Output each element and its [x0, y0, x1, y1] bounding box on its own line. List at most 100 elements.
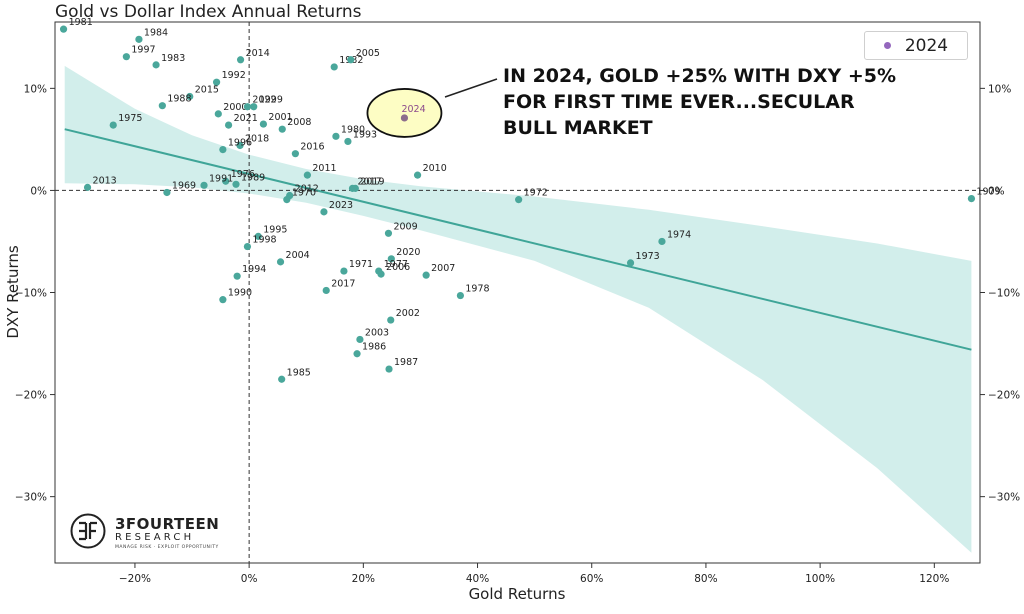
data-point: 1988: [158, 94, 192, 110]
point-label: 1972: [524, 188, 548, 199]
point-label: 2006: [386, 262, 410, 273]
point-marker: [135, 35, 143, 43]
point-label: 2012: [295, 184, 319, 195]
point-marker: [278, 375, 286, 383]
point-label: 1990: [228, 288, 252, 299]
logo-mark-icon: [70, 513, 106, 549]
data-point: 1980: [332, 124, 365, 140]
point-marker: [291, 150, 299, 158]
point-label: 2000: [223, 102, 247, 113]
point-marker: [385, 365, 393, 373]
x-tick-label: 60%: [580, 573, 603, 585]
point-marker: [356, 335, 364, 344]
point-marker: [243, 103, 252, 111]
chart-title: Gold vs Dollar Index Annual Returns: [55, 2, 362, 22]
point-label: 2017: [357, 176, 381, 187]
data-point: 2003: [356, 327, 389, 344]
company-logo: 3FOURTEEN RESEARCH MANAGE RISK · EXPLOIT…: [70, 513, 230, 553]
point-marker: [243, 242, 252, 251]
point-marker: [377, 270, 385, 278]
trend-line: [64, 128, 972, 351]
highlight-marker: [400, 114, 409, 122]
y-tick-label-right: −20%: [988, 390, 1020, 402]
point-marker: [219, 145, 227, 154]
data-point: 2021: [224, 113, 258, 129]
annotation-line-3: BULL MARKET: [503, 117, 653, 139]
point-label: 2018: [245, 134, 269, 145]
point-marker: [219, 296, 227, 304]
point-marker: [340, 267, 348, 275]
x-tick-label: 80%: [694, 573, 717, 585]
data-point: 2018: [236, 134, 269, 150]
x-tick-label: 120%: [919, 573, 949, 585]
point-marker: [163, 188, 171, 197]
data-point: 1979: [967, 187, 1001, 203]
confidence-band: [64, 65, 972, 553]
regression-line: [64, 128, 972, 351]
point-label: 2013: [93, 175, 117, 186]
data-point: 1985: [278, 367, 311, 383]
x-tick-label: 20%: [352, 573, 375, 585]
point-label: 2023: [329, 200, 353, 211]
x-axis-ticks: −20% 0% 20% 40% 60% 80% 100% 120%: [119, 563, 949, 585]
data-point: 1969: [163, 180, 196, 197]
data-point: 1987: [385, 357, 418, 373]
point-label: 2021: [234, 113, 258, 124]
point-marker: [212, 78, 221, 86]
point-marker: [236, 141, 244, 150]
point-marker: [422, 271, 430, 279]
point-label: 1992: [222, 70, 246, 81]
point-label: 1993: [353, 129, 377, 140]
point-marker: [224, 121, 233, 129]
point-marker: [186, 92, 194, 101]
y-tick-label-right: 0%: [988, 185, 1005, 197]
x-tick-label: 100%: [805, 573, 835, 585]
data-point: 1995: [254, 224, 287, 240]
data-point: 2022: [243, 95, 277, 111]
point-marker: [330, 63, 338, 71]
point-label: 1995: [263, 224, 287, 235]
point-marker: [515, 196, 523, 204]
point-label: 2011: [312, 163, 336, 174]
point-label: 1985: [287, 367, 311, 378]
point-label: 1999: [259, 95, 283, 106]
annotation-pointer: [444, 78, 498, 98]
point-marker: [158, 102, 166, 110]
data-point: 2014: [236, 48, 270, 64]
point-marker: [351, 184, 359, 192]
data-point: 1991: [200, 173, 233, 189]
annotation-line-2: FOR FIRST TIME EVER...SECULAR: [503, 91, 855, 113]
data-point: 1970: [283, 188, 316, 204]
data-point: 2023: [320, 200, 353, 216]
point-label: 1974: [667, 229, 691, 240]
point-label: 2005: [356, 48, 380, 59]
point-label: 2015: [195, 85, 219, 96]
point-marker: [122, 53, 130, 61]
point-label: 2007: [431, 263, 455, 274]
data-point: 1974: [658, 229, 691, 246]
data-point: 1986: [353, 342, 386, 358]
data-point: 1971: [340, 259, 373, 275]
point-marker: [320, 208, 328, 216]
point-label: 1971: [349, 259, 373, 270]
data-point: 2009: [384, 221, 418, 237]
point-marker: [332, 132, 340, 140]
point-label: 1983: [161, 53, 185, 64]
data-point: 1978: [456, 284, 490, 300]
point-marker: [233, 272, 241, 280]
data-point: 2011: [303, 163, 337, 179]
data-point: 1989: [232, 172, 265, 188]
point-marker: [384, 229, 393, 237]
point-marker: [347, 56, 355, 64]
point-label: 1975: [118, 113, 142, 124]
y-tick-label-right: 10%: [988, 83, 1011, 95]
data-point: 1984: [135, 27, 168, 43]
point-marker: [254, 232, 262, 240]
zero-reference-lines: [55, 22, 980, 563]
data-point: 1972: [515, 188, 548, 204]
y-axis-ticks: 10% 0% −10% −20% −30%: [15, 83, 55, 504]
data-point: 1992: [212, 70, 246, 86]
confidence-band-area: [64, 65, 972, 553]
point-label: 1996: [228, 138, 252, 149]
